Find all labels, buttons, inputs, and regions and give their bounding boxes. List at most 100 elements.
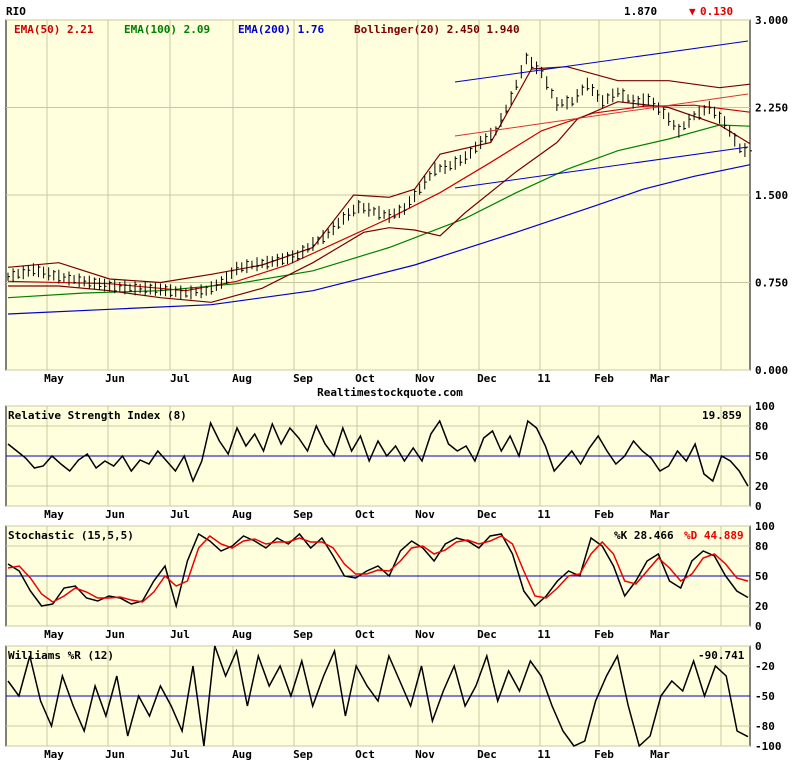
wil-x-tick-label: Jun bbox=[105, 748, 125, 760]
bollinger-legend: Bollinger(20) 2.450 1.940 bbox=[354, 23, 520, 36]
rsi-panel: Relative Strength Index (8) 19.859 100 80… bbox=[5, 400, 775, 521]
rsi-value: 19.859 bbox=[702, 409, 742, 422]
wil-x-tick-label: Mar bbox=[650, 748, 670, 760]
wil-x-tick-label: Feb bbox=[594, 748, 614, 760]
stochastic-panel: Stochastic (15,5,5) %K 28.466 %D 44.889 … bbox=[5, 520, 775, 641]
williams-value: -90.741 bbox=[698, 649, 745, 662]
rsi-x-tick-label: Jul bbox=[170, 508, 190, 521]
williams-y-axis: 0 -20 -50 -80 -100 bbox=[755, 640, 782, 753]
trend-channel bbox=[454, 40, 749, 189]
price-series bbox=[7, 52, 752, 315]
williams-panel: Williams %R (12) -90.741 0-20-50-80-100 … bbox=[5, 640, 782, 760]
last-price: 1.870 bbox=[624, 5, 657, 18]
price-panel: EMA(50) 2.21 EMA(100) 2.09 EMA(200) 1.76… bbox=[5, 14, 788, 399]
sto-x-tick-label: Aug bbox=[232, 628, 252, 641]
main-x-tick-label: Aug bbox=[232, 372, 252, 385]
sto-x-tick-label: Dec bbox=[477, 628, 497, 641]
rsi-y-axis: 100 80 50 20 0 bbox=[755, 400, 775, 513]
sto-x-tick-label: 11 bbox=[537, 628, 551, 641]
stochastic-title: Stochastic (15,5,5) bbox=[8, 529, 134, 542]
regression-line bbox=[454, 93, 749, 137]
rsi-y-tick-label: 80 bbox=[755, 420, 768, 433]
main-x-tick-label: Jul bbox=[170, 372, 190, 385]
ema100-legend: EMA(100) 2.09 bbox=[124, 23, 210, 36]
ema200-legend: EMA(200) 1.76 bbox=[238, 23, 324, 36]
wil-x-tick-label: 11 bbox=[537, 748, 551, 760]
wil-x-tick-label: Oct bbox=[355, 748, 375, 760]
main-x-tick-label: Nov bbox=[415, 372, 435, 385]
main-x-tick-label: Jun bbox=[105, 372, 125, 385]
rsi-x-tick-label: Sep bbox=[293, 508, 313, 521]
change-arrow-icon: ▼ bbox=[689, 5, 696, 18]
main-y-tick-label: 2.250 bbox=[755, 102, 788, 115]
main-x-tick-label: May bbox=[44, 372, 64, 385]
sto-x-tick-label: Feb bbox=[594, 628, 614, 641]
rsi-x-tick-label: Nov bbox=[415, 508, 435, 521]
stochastic-y-axis: 100 80 50 20 0 bbox=[755, 520, 775, 633]
sto-x-tick-label: May bbox=[44, 628, 64, 641]
main-x-tick-label: Feb bbox=[594, 372, 614, 385]
rsi-y-tick-label: 100 bbox=[755, 400, 775, 413]
main-x-tick-label: Dec bbox=[477, 372, 497, 385]
williams-grid bbox=[6, 645, 750, 747]
main-y-tick-label: 3.000 bbox=[755, 14, 788, 27]
symbol-label: RIO bbox=[6, 5, 26, 18]
main-x-tick-label: Oct bbox=[355, 372, 375, 385]
rsi-grid bbox=[6, 405, 750, 507]
series-bollinger-upper bbox=[7, 66, 751, 284]
watermark: Realtimestockquote.com bbox=[317, 386, 463, 399]
sto-y-tick-label: 80 bbox=[755, 540, 768, 553]
rsi-x-tick-label: Feb bbox=[594, 508, 614, 521]
rsi-x-tick-label: Oct bbox=[355, 508, 375, 521]
williams-line bbox=[7, 645, 749, 748]
series-ema-200- bbox=[7, 164, 751, 315]
stochastic-k-line bbox=[7, 532, 749, 609]
rsi-line bbox=[7, 419, 749, 487]
rsi-x-tick-label: 11 bbox=[537, 508, 551, 521]
rsi-x-tick-label: Mar bbox=[650, 508, 670, 521]
sto-x-tick-label: Nov bbox=[415, 628, 435, 641]
stochastic-grid bbox=[6, 525, 750, 627]
stochastic-d-line bbox=[7, 535, 749, 603]
series-ema-50- bbox=[7, 104, 751, 292]
rsi-series bbox=[7, 419, 749, 487]
sto-x-tick-label: Oct bbox=[355, 628, 375, 641]
stochastic-k-label: %K 28.466 bbox=[614, 529, 674, 542]
stochastic-d-label: %D 44.889 bbox=[684, 529, 744, 542]
price-x-axis: May Jun Jul Aug Sep Oct Nov Dec 11 Feb Mar bbox=[44, 372, 670, 385]
price-change: 0.130 bbox=[700, 5, 733, 18]
rsi-y-tick-label: 0 bbox=[755, 500, 762, 513]
main-y-tick-label: 0.000 bbox=[755, 364, 788, 377]
wil-y-tick-label: -100 bbox=[755, 740, 782, 753]
wil-x-tick-label: Dec bbox=[477, 748, 497, 760]
sto-x-tick-label: Jul bbox=[170, 628, 190, 641]
main-y-tick-label: 0.750 bbox=[755, 277, 788, 290]
wil-x-tick-label: Jul bbox=[170, 748, 190, 760]
sto-x-tick-label: Mar bbox=[650, 628, 670, 641]
ema50-legend: EMA(50) 2.21 bbox=[14, 23, 94, 36]
main-x-tick-label: 11 bbox=[537, 372, 551, 385]
rsi-title: Relative Strength Index (8) bbox=[8, 409, 187, 422]
sto-y-tick-label: 20 bbox=[755, 600, 768, 613]
main-x-tick-label: Mar bbox=[650, 372, 670, 385]
sto-y-tick-label: 100 bbox=[755, 520, 775, 533]
stochastic-series bbox=[7, 532, 749, 609]
rsi-y-tick-label: 50 bbox=[755, 450, 768, 463]
williams-series bbox=[7, 645, 749, 748]
series-bollinger-lower bbox=[8, 101, 751, 303]
channel-lower-line bbox=[454, 146, 749, 189]
sto-y-tick-label: 0 bbox=[755, 620, 762, 633]
sto-x-tick-label: Sep bbox=[293, 628, 313, 641]
williams-x-axis: May Jun Jul Aug Sep Oct Nov Dec 11 Feb Mar bbox=[44, 748, 670, 760]
rsi-x-axis: May Jun Jul Aug Sep Oct Nov Dec 11 Feb Mar bbox=[44, 508, 670, 521]
rsi-x-tick-label: May bbox=[44, 508, 64, 521]
sto-x-tick-label: Jun bbox=[105, 628, 125, 641]
wil-x-tick-label: May bbox=[44, 748, 64, 760]
stochastic-x-axis: May Jun Jul Aug Sep Oct Nov Dec 11 Feb Mar bbox=[44, 628, 670, 641]
rsi-x-tick-label: Jun bbox=[105, 508, 125, 521]
rsi-x-tick-label: Aug bbox=[232, 508, 252, 521]
wil-x-tick-label: Sep bbox=[293, 748, 313, 760]
rsi-x-tick-label: Dec bbox=[477, 508, 497, 521]
